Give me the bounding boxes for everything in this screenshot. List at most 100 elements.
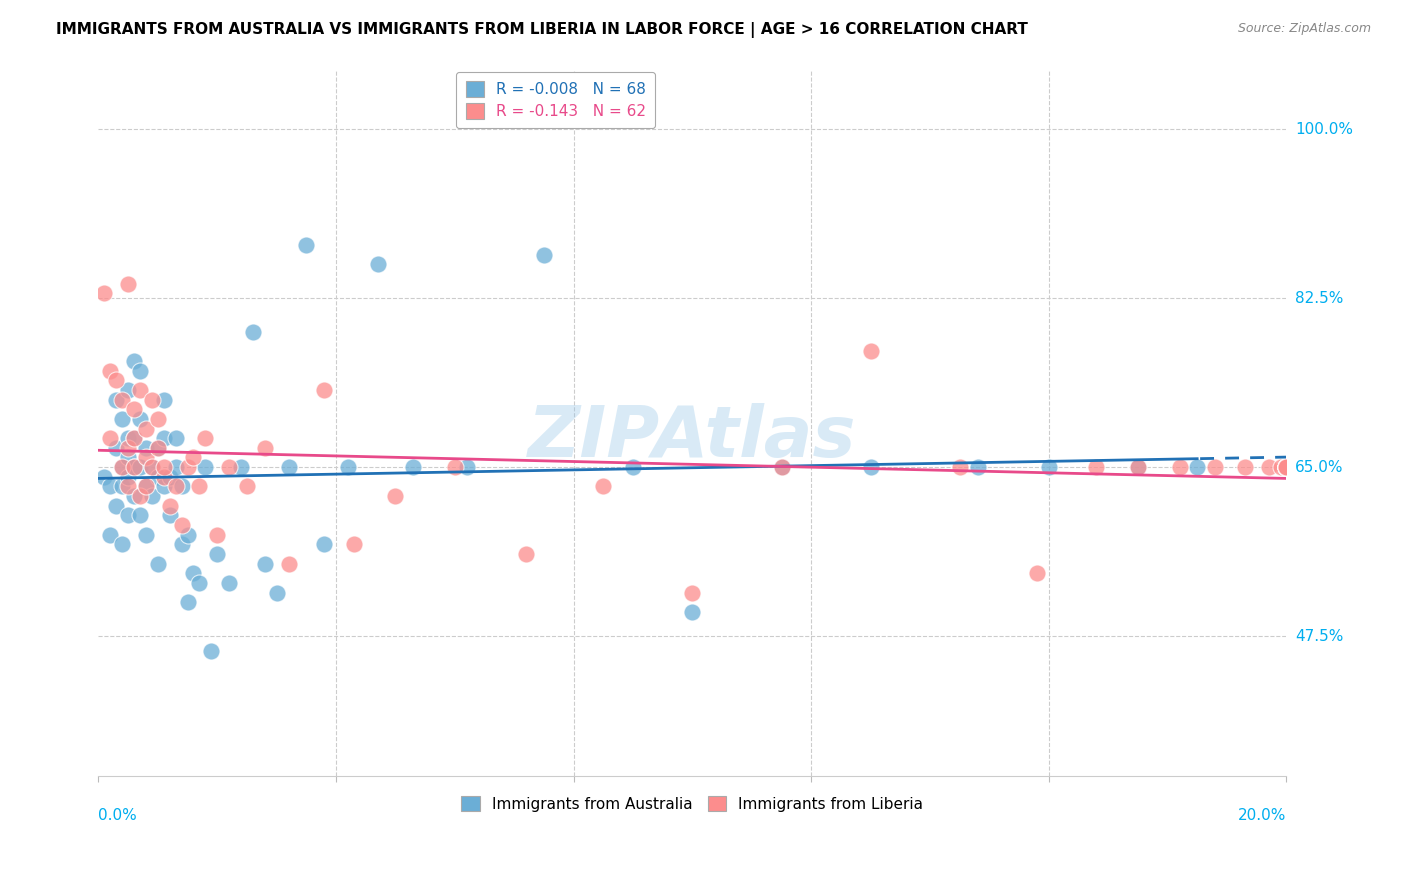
Point xyxy=(135,479,157,493)
Point xyxy=(159,499,181,513)
Point xyxy=(141,392,163,407)
Point xyxy=(295,238,318,252)
Point xyxy=(592,479,614,493)
Point xyxy=(1168,460,1191,475)
Point xyxy=(859,344,882,359)
Point xyxy=(141,489,163,503)
Point xyxy=(1275,460,1298,475)
Point xyxy=(111,392,134,407)
Text: 0.0%: 0.0% xyxy=(98,808,138,822)
Text: 65.0%: 65.0% xyxy=(1295,459,1343,475)
Text: ZIPAtlas: ZIPAtlas xyxy=(529,403,856,472)
Point xyxy=(129,489,152,503)
Point xyxy=(111,460,134,475)
Point xyxy=(188,576,211,591)
Point xyxy=(384,489,406,503)
Point xyxy=(117,383,139,397)
Point xyxy=(236,479,259,493)
Point xyxy=(253,441,276,455)
Point xyxy=(367,257,389,271)
Point xyxy=(111,412,134,426)
Point xyxy=(343,537,366,551)
Point xyxy=(1257,460,1279,475)
Point xyxy=(770,460,793,475)
Point xyxy=(1270,460,1292,475)
Point xyxy=(170,479,193,493)
Point xyxy=(1275,460,1298,475)
Point xyxy=(1126,460,1149,475)
Point xyxy=(117,479,139,493)
Point xyxy=(129,508,152,523)
Point xyxy=(218,576,240,591)
Point xyxy=(152,479,174,493)
Point xyxy=(111,537,134,551)
Point xyxy=(194,460,217,475)
Point xyxy=(336,460,359,475)
Point xyxy=(515,547,537,561)
Point xyxy=(1275,460,1298,475)
Point xyxy=(170,537,193,551)
Point xyxy=(194,431,217,445)
Point xyxy=(141,460,163,475)
Point xyxy=(152,392,174,407)
Text: 20.0%: 20.0% xyxy=(1239,808,1286,822)
Point xyxy=(165,460,187,475)
Point xyxy=(122,431,145,445)
Point xyxy=(1275,460,1298,475)
Point xyxy=(98,479,121,493)
Point xyxy=(135,441,157,455)
Point xyxy=(141,460,163,475)
Point xyxy=(1275,460,1298,475)
Point xyxy=(105,441,128,455)
Point xyxy=(1026,566,1049,581)
Point xyxy=(218,460,240,475)
Point xyxy=(146,441,169,455)
Point xyxy=(681,585,703,599)
Point xyxy=(122,460,145,475)
Point xyxy=(146,441,169,455)
Point xyxy=(152,431,174,445)
Point xyxy=(770,460,793,475)
Point xyxy=(122,402,145,417)
Point xyxy=(122,431,145,445)
Point xyxy=(135,527,157,541)
Point xyxy=(117,431,139,445)
Point xyxy=(183,450,205,465)
Point xyxy=(135,479,157,493)
Legend: Immigrants from Australia, Immigrants from Liberia: Immigrants from Australia, Immigrants fr… xyxy=(456,789,929,818)
Point xyxy=(111,460,134,475)
Point xyxy=(105,392,128,407)
Point xyxy=(98,431,121,445)
Point xyxy=(117,470,139,484)
Point xyxy=(122,489,145,503)
Point xyxy=(146,470,169,484)
Point xyxy=(98,527,121,541)
Point xyxy=(1275,460,1298,475)
Point xyxy=(135,421,157,435)
Point xyxy=(1204,460,1226,475)
Point xyxy=(152,470,174,484)
Point xyxy=(176,460,198,475)
Point xyxy=(188,479,211,493)
Point xyxy=(159,508,181,523)
Point xyxy=(1275,460,1298,475)
Point xyxy=(966,460,988,475)
Point xyxy=(129,383,152,397)
Point xyxy=(93,470,115,484)
Point xyxy=(205,527,228,541)
Point xyxy=(1038,460,1060,475)
Point xyxy=(129,363,152,377)
Point xyxy=(176,527,198,541)
Text: 47.5%: 47.5% xyxy=(1295,629,1343,643)
Point xyxy=(949,460,972,475)
Point xyxy=(200,643,222,657)
Point xyxy=(146,557,169,571)
Point xyxy=(314,537,336,551)
Point xyxy=(1275,460,1298,475)
Point xyxy=(205,547,228,561)
Point xyxy=(456,460,478,475)
Point xyxy=(152,460,174,475)
Point xyxy=(146,412,169,426)
Point xyxy=(266,585,288,599)
Point xyxy=(1233,460,1256,475)
